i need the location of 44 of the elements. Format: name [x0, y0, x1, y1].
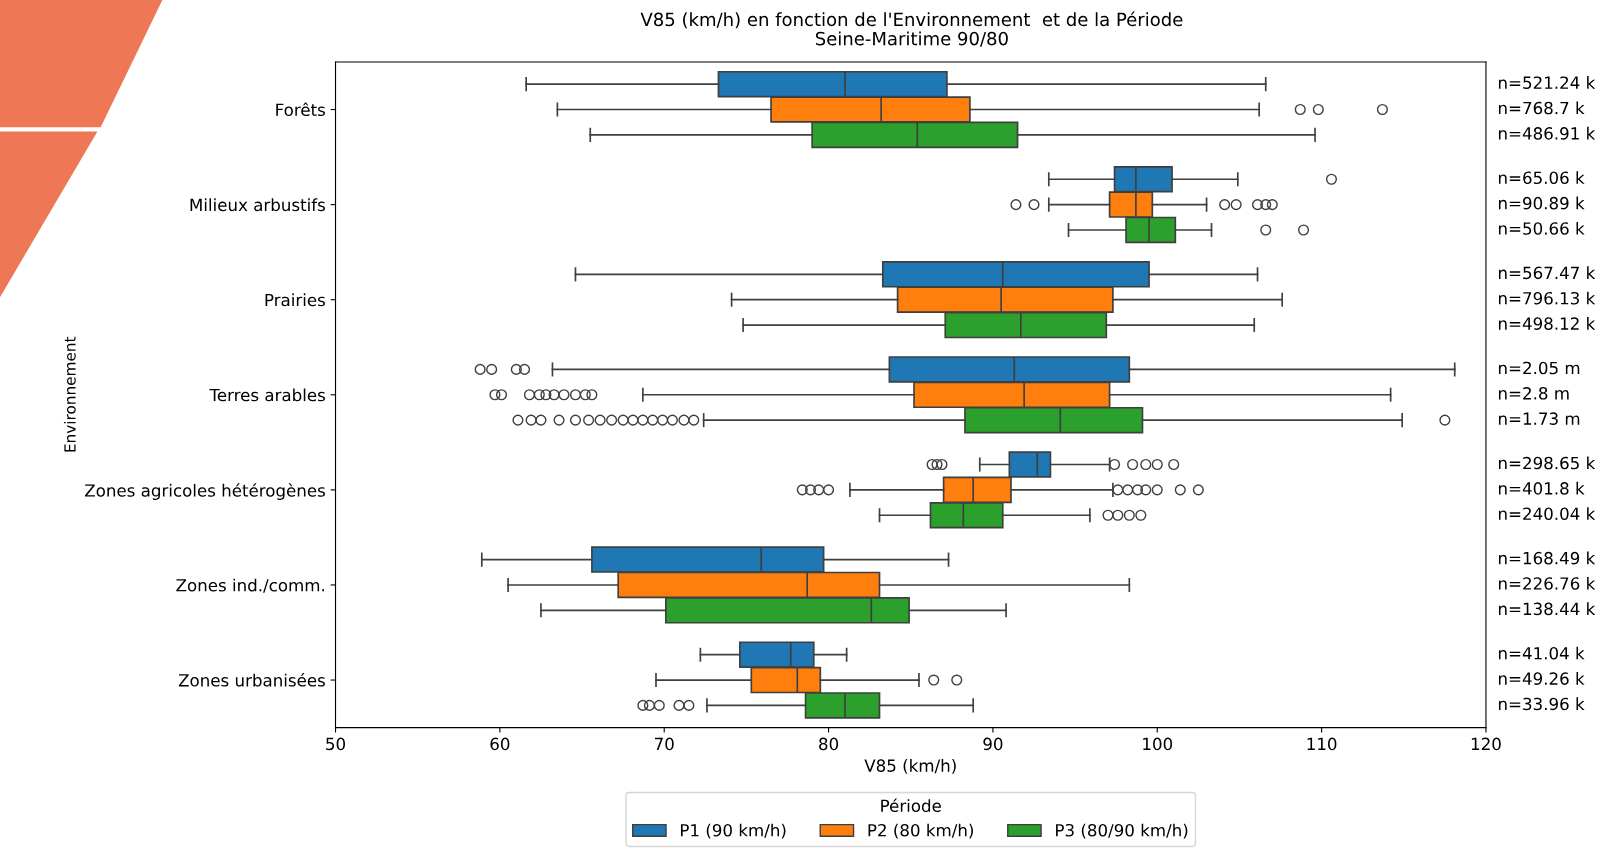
text: n=486.91 k [1498, 126, 1596, 140]
text: n=90.89 k [1498, 196, 1585, 210]
x-tick-label: 60 [490, 737, 510, 751]
y-tick-label: Prairies [265, 293, 325, 307]
x-tick-label: 100 [1143, 737, 1173, 751]
text: n=567.47 k [1498, 266, 1596, 280]
text: n=498.12 k [1498, 316, 1596, 330]
x-tick-label: 110 [1307, 737, 1337, 751]
text: n=1.73 m [1498, 412, 1580, 425]
x-axis-title: V85 (km/h) [864, 759, 956, 774]
text: n=226.76 k [1498, 576, 1596, 590]
y-axis-title: Environnement [63, 336, 76, 452]
text: n=50.66 k [1498, 221, 1585, 235]
chart-subtitle: Seine-Maritime 90/80 [815, 31, 1008, 47]
legend-label: P1 (90 km/h) [681, 823, 786, 839]
x-tick-label: 120 [1471, 737, 1501, 751]
legend-label: P2 (80 km/h) [868, 823, 973, 839]
x-tick-label: 50 [326, 737, 346, 751]
x-tick-label: 80 [819, 737, 839, 751]
text: n=298.65 k [1498, 456, 1596, 470]
text: n=796.13 k [1498, 291, 1596, 305]
x-tick-label: 90 [983, 737, 1003, 751]
text: n=2.8 m [1498, 387, 1569, 400]
text: n=65.06 k [1498, 171, 1585, 185]
text: n=138.44 k [1498, 602, 1596, 616]
y-tick-label: Terres arables [209, 388, 325, 402]
x-tick-label: 70 [654, 737, 674, 751]
text: n=168.49 k [1498, 551, 1596, 565]
chart-title: V85 (km/h) en fonction de l'Environnement et de la Période [640, 11, 1183, 29]
y-tick-label: Forêts [276, 102, 325, 117]
text: n=521.24 k [1498, 76, 1596, 89]
text: n=240.04 k [1498, 507, 1596, 521]
text: n=41.04 k [1498, 646, 1585, 660]
legend-title: Période [881, 798, 941, 813]
y-tick-label: Zones urbanisées [178, 673, 325, 687]
text: n=768.7 k [1498, 101, 1585, 115]
y-tick-label: Zones agricoles hétérogènes [85, 483, 325, 500]
text: n=2.05 m [1498, 361, 1580, 375]
text: n=401.8 k [1498, 481, 1585, 495]
text: n=33.96 k [1498, 697, 1585, 711]
legend-label: P3 (80/90 km/h) [1056, 823, 1188, 839]
y-tick-label: Milieux arbustifs [190, 198, 325, 212]
y-tick-label: Zones ind./comm. [176, 578, 324, 593]
text: n=49.26 k [1498, 671, 1585, 685]
